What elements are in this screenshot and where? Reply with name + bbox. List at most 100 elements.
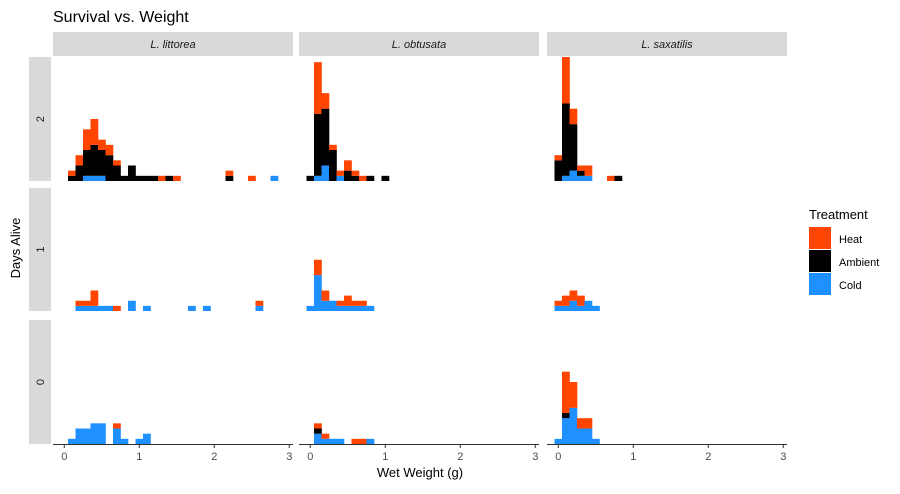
bar-heat: [344, 160, 352, 171]
legend-title: Treatment: [809, 207, 868, 222]
bar-heat: [336, 300, 345, 306]
bar-cold: [562, 175, 570, 181]
legend-label-heat: Heat: [839, 234, 862, 246]
bar-heat: [321, 93, 330, 109]
bar-cold: [577, 428, 585, 444]
row-strip-label: 1: [35, 246, 47, 252]
bar-cold: [113, 428, 121, 444]
bar-ambient: [105, 155, 114, 181]
bar-heat: [584, 418, 593, 429]
bar-heat: [562, 57, 570, 104]
column-strip-0: [53, 32, 293, 56]
bar-cold: [90, 175, 99, 181]
bar-heat: [248, 175, 256, 181]
bar-ambient: [562, 103, 570, 176]
row-strip-1: [29, 188, 51, 311]
bar-cold: [75, 305, 84, 312]
bar-cold: [188, 305, 196, 312]
bar-heat: [113, 160, 121, 166]
bar-ambient: [83, 150, 91, 176]
bar-cold: [366, 438, 375, 444]
bar-heat: [336, 170, 345, 176]
bar-cold: [569, 407, 578, 444]
column-strip-label: L. littorea: [150, 39, 195, 51]
bar-cold: [329, 300, 337, 311]
x-tick-label: 2: [211, 451, 217, 463]
bar-heat: [351, 438, 360, 444]
bar-cold: [75, 428, 84, 444]
bar-heat: [569, 290, 578, 301]
panel-lobtusata-row-1: [306, 259, 375, 312]
bar-ambient: [314, 113, 322, 176]
bar-cold: [562, 305, 570, 312]
bar-cold: [143, 305, 151, 312]
bar-cold: [336, 305, 345, 312]
x-tick-label: 1: [630, 451, 636, 463]
bar-heat: [113, 305, 121, 312]
bar-cold: [128, 300, 136, 311]
x-tick-label: 1: [382, 451, 388, 463]
column-strip-2: [547, 32, 787, 56]
legend: Treatment Heat Ambient Cold: [809, 207, 879, 295]
bar-heat: [173, 175, 181, 181]
bar-cold: [366, 305, 375, 312]
panel-llittorea-row-1: [75, 290, 264, 312]
bar-ambient: [329, 150, 337, 181]
bar-ambient: [306, 175, 315, 181]
bar-cold: [98, 305, 106, 312]
x-tick-label: 3: [532, 451, 538, 463]
panel-lsaxatilis-row-0: [554, 371, 600, 444]
column-strip-label: L. obtusata: [392, 39, 446, 51]
bar-ambient: [143, 175, 151, 181]
x-tick-label: 1: [136, 451, 142, 463]
bar-cold: [83, 305, 91, 312]
bar-ambient: [554, 160, 563, 181]
x-tick-label: 2: [705, 451, 711, 463]
bar-cold: [143, 433, 151, 444]
bar-cold: [592, 438, 600, 444]
bar-heat: [329, 144, 337, 150]
bar-cold: [321, 300, 330, 311]
bar-cold: [584, 175, 593, 181]
row-strip-label: 2: [35, 116, 47, 122]
bar-heat: [562, 371, 570, 413]
bar-heat: [83, 300, 91, 306]
bar-cold: [314, 275, 322, 312]
panel-lsaxatilis-row-2: [554, 57, 623, 181]
bar-cold: [336, 175, 345, 181]
bar-cold: [90, 305, 99, 312]
x-tick-label: 3: [286, 451, 292, 463]
bar-ambient: [150, 175, 159, 181]
x-tick-label: 0: [555, 451, 561, 463]
bar-cold: [562, 418, 570, 444]
bar-heat: [351, 300, 360, 306]
x-tick-label: 2: [457, 451, 463, 463]
bar-cold: [554, 305, 563, 312]
bar-ambient: [577, 170, 585, 176]
bar-heat: [569, 108, 578, 125]
bar-cold: [270, 175, 279, 181]
panel-lobtusata-row-2: [306, 62, 390, 181]
bar-heat: [90, 290, 99, 306]
bar-cold: [98, 423, 106, 444]
bar-cold: [135, 438, 144, 444]
x-tick-label: 0: [61, 451, 67, 463]
bar-cold: [554, 438, 563, 444]
bar-ambient: [165, 175, 174, 181]
bar-cold: [83, 428, 91, 444]
bar-cold: [321, 438, 330, 444]
bar-heat: [68, 170, 76, 176]
bar-heat: [75, 300, 84, 306]
bar-cold: [255, 305, 264, 312]
bar-heat: [105, 144, 114, 156]
bar-heat: [577, 165, 585, 171]
bar-cold: [120, 438, 129, 444]
bar-ambient: [344, 170, 352, 181]
bar-heat: [321, 433, 330, 439]
x-axis-label: Wet Weight (g): [377, 465, 463, 480]
bar-cold: [314, 433, 322, 444]
bar-ambient: [90, 144, 99, 176]
bar-ambient: [113, 165, 121, 181]
bar-ambient: [225, 175, 234, 181]
